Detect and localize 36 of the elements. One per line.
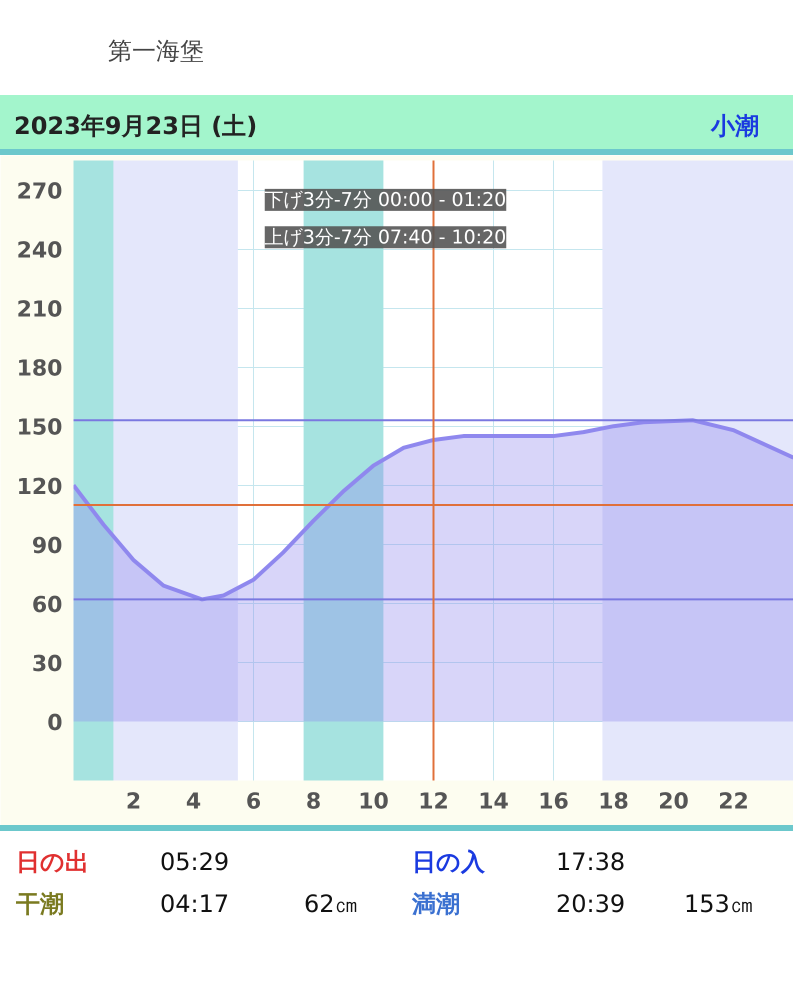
text: 20:39: [556, 889, 626, 920]
x-tick-label: 4: [186, 790, 202, 814]
x-tick-label: 22: [718, 790, 749, 814]
y-tick-label: 270: [16, 180, 63, 205]
text: 17:38: [556, 847, 626, 878]
text: 62㎝: [304, 889, 359, 920]
x-tick-label: 2: [126, 790, 142, 814]
y-tick-label: 210: [16, 298, 63, 323]
text: 小潮: [711, 111, 759, 142]
y-tick-label: 240: [16, 238, 63, 264]
chart-subtitle: 2023年9月23日 (土): [14, 111, 258, 142]
annotation: 上げ3分-7分 07:40 - 10:20: [264, 226, 506, 248]
y-tick-label: 30: [32, 652, 63, 677]
text: 153㎝: [684, 889, 754, 920]
y-tick-label: 150: [16, 416, 63, 441]
text: 04:17: [160, 889, 230, 920]
y-tick-label: 60: [32, 592, 63, 618]
x-tick-label: 14: [478, 790, 509, 814]
text: 日の出: [16, 847, 89, 878]
x-tick-label: 20: [658, 790, 689, 814]
y-tick-label: 90: [32, 534, 63, 559]
x-tick-label: 18: [598, 790, 629, 814]
text: 05:29: [160, 847, 230, 878]
y-tick-label: 0: [47, 710, 63, 736]
chart-title: 第一海堡: [107, 36, 204, 65]
annotation: 下げ3分-7分 00:00 - 01:20: [264, 188, 506, 211]
x-tick-label: 16: [538, 790, 569, 814]
x-tick-label: 10: [358, 790, 389, 814]
text: 日の入: [412, 847, 485, 878]
x-tick-label: 8: [306, 790, 322, 814]
y-tick-label: 180: [16, 356, 63, 382]
x-tick-label: 12: [418, 790, 449, 814]
y-tick-label: 120: [16, 474, 63, 500]
text: 満潮: [412, 889, 460, 920]
text: 干潮: [16, 889, 64, 920]
x-tick-label: 6: [246, 790, 262, 814]
